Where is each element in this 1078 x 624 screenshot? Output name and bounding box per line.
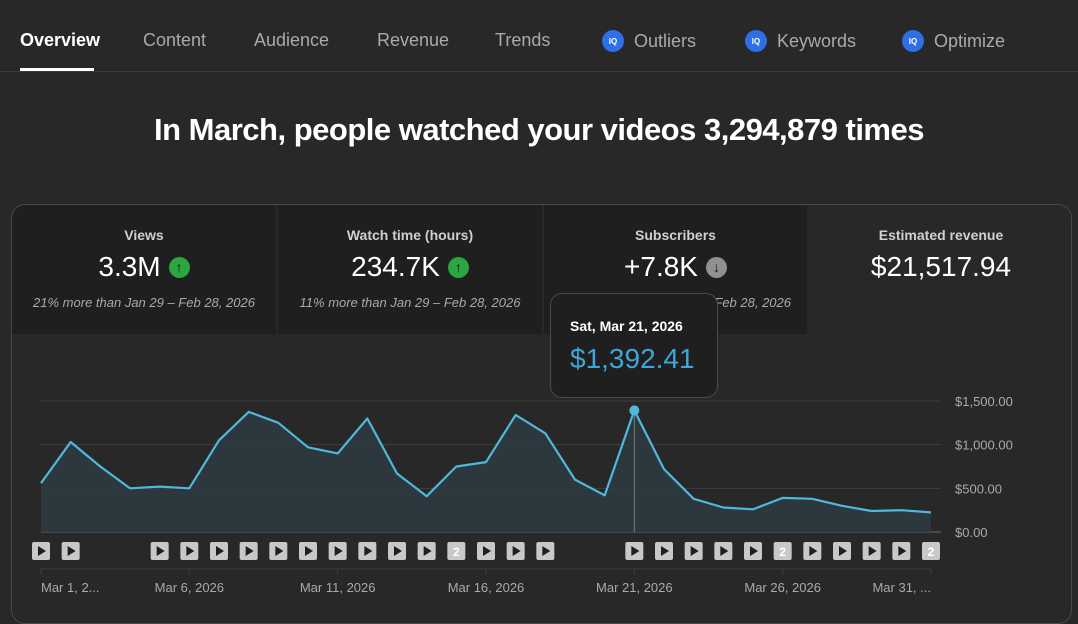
metric-value-row: $21,517.94: [809, 251, 1071, 283]
play-icon: [661, 546, 669, 556]
y-tick-label: $1,500.00: [955, 394, 1013, 409]
play-icon: [542, 546, 551, 556]
play-icon: [483, 546, 491, 556]
metric-label: Estimated revenue: [878, 227, 1004, 243]
play-icon: [67, 546, 76, 556]
play-icon: [186, 546, 195, 556]
video-marker-count: [447, 542, 466, 560]
marker-count-label: 2: [779, 545, 786, 559]
tooltip-value: $1,392.41: [570, 343, 695, 374]
metric-value: $21,517.94: [870, 251, 1012, 282]
metric-comparison: 21% more than Jan 29 – Feb 28, 2026: [33, 295, 255, 310]
active-tab-indicator: [20, 68, 94, 71]
metric-value-row: 234.7K ↑: [278, 251, 542, 283]
x-tick-label: Mar 6, 2026: [155, 580, 224, 595]
metric-views[interactable]: Views 3.3M ↑ 21% more than Jan 29 – Feb 2…: [12, 205, 276, 334]
metric-value-row: 3.3M ↑: [12, 251, 276, 283]
metric-value: 3.3M: [98, 251, 161, 282]
metric-label: Views: [124, 227, 164, 243]
play-icon: [334, 546, 343, 556]
tab-label: Trends: [495, 30, 551, 50]
play-icon: [898, 546, 907, 556]
y-tick-label: $0.00: [955, 525, 988, 540]
x-tick-label: Mar 16, 2026: [448, 580, 525, 595]
chart-area: [41, 410, 931, 532]
x-tick-label: Mar 26, 2026: [744, 580, 821, 595]
play-icon: [245, 546, 254, 556]
vidiq-badge-icon: IQ: [745, 30, 767, 52]
play-icon: [868, 546, 877, 556]
metric-estimated-revenue[interactable]: Estimated revenue $21,517.94: [809, 205, 1071, 334]
arrow-up-icon: ↑: [447, 256, 469, 278]
vidiq-badge-icon: IQ: [902, 30, 924, 52]
tab-label: Optimize: [934, 30, 1006, 51]
play-icon: [631, 546, 640, 556]
play-icon: [305, 546, 313, 556]
metric-comparison: Feb 28, 2026: [714, 295, 791, 310]
tab-outliers[interactable]: IQ Outliers: [602, 30, 696, 52]
metric-watch-time[interactable]: Watch time (hours) 234.7K ↑ 11% more than…: [278, 205, 542, 334]
x-tick-label: Mar 11, 2026: [300, 580, 376, 595]
tab-keywords[interactable]: IQ Keywords: [745, 30, 856, 52]
play-icon: [216, 546, 224, 556]
tab-bar: Overview Content Audience Revenue Trends…: [0, 0, 1078, 72]
tab-label: Revenue: [377, 30, 450, 50]
metric-value-row: +7.8K ↓: [544, 251, 807, 283]
vidiq-badge-icon: IQ: [602, 30, 624, 52]
metric-comparison: 11% more than Jan 29 – Feb 28, 2026: [299, 295, 521, 310]
video-marker-count: [773, 542, 792, 560]
play-icon: [839, 546, 847, 556]
play-icon: [38, 546, 46, 556]
chart-tooltip: Sat, Mar 21, 2026 $1,392.41: [550, 293, 718, 398]
x-tick-label: Mar 21, 2026: [596, 580, 673, 595]
play-icon: [394, 546, 402, 556]
tab-label: Audience: [254, 30, 330, 50]
play-icon: [364, 546, 373, 556]
tab-audience[interactable]: Audience: [254, 30, 329, 51]
video-marker-count: [922, 542, 940, 560]
play-icon: [156, 546, 165, 556]
arrow-up-icon: ↑: [168, 256, 190, 278]
x-tick-label: Mar 1, 2...: [41, 580, 100, 595]
metric-label: Subscribers: [635, 227, 716, 243]
tab-label: Overview: [20, 30, 101, 50]
marker-count-label: 2: [453, 545, 460, 559]
play-icon: [512, 546, 521, 556]
play-icon: [720, 546, 729, 556]
x-tick-label: Mar 31, ...: [872, 580, 931, 595]
metric-value: 234.7K: [351, 251, 440, 282]
tab-label: Keywords: [777, 30, 857, 51]
tab-label: Content: [143, 30, 207, 50]
y-tick-label: $1,000.00: [955, 438, 1013, 453]
tab-content[interactable]: Content: [143, 30, 206, 51]
play-icon: [690, 546, 699, 556]
play-icon: [809, 546, 818, 556]
data-point: [629, 405, 640, 416]
arrow-down-icon: ↓: [705, 256, 727, 278]
tab-revenue[interactable]: Revenue: [377, 30, 449, 51]
marker-count-label: 2: [928, 545, 935, 559]
tab-label: Outliers: [634, 30, 697, 51]
play-icon: [423, 546, 432, 556]
tab-optimize[interactable]: IQ Optimize: [902, 30, 1005, 52]
metric-label: Watch time (hours): [346, 227, 474, 243]
play-icon: [275, 546, 284, 556]
tab-trends[interactable]: Trends: [495, 30, 550, 51]
y-tick-label: $500.00: [955, 481, 1002, 496]
tooltip-date: Sat, Mar 21, 2026: [570, 318, 683, 334]
play-icon: [750, 546, 758, 556]
metric-value: +7.8K: [624, 251, 698, 282]
page-headline: In March, people watched your videos 3,2…: [154, 112, 924, 147]
tab-overview[interactable]: Overview: [20, 30, 100, 51]
series-line: [40, 409, 932, 514]
